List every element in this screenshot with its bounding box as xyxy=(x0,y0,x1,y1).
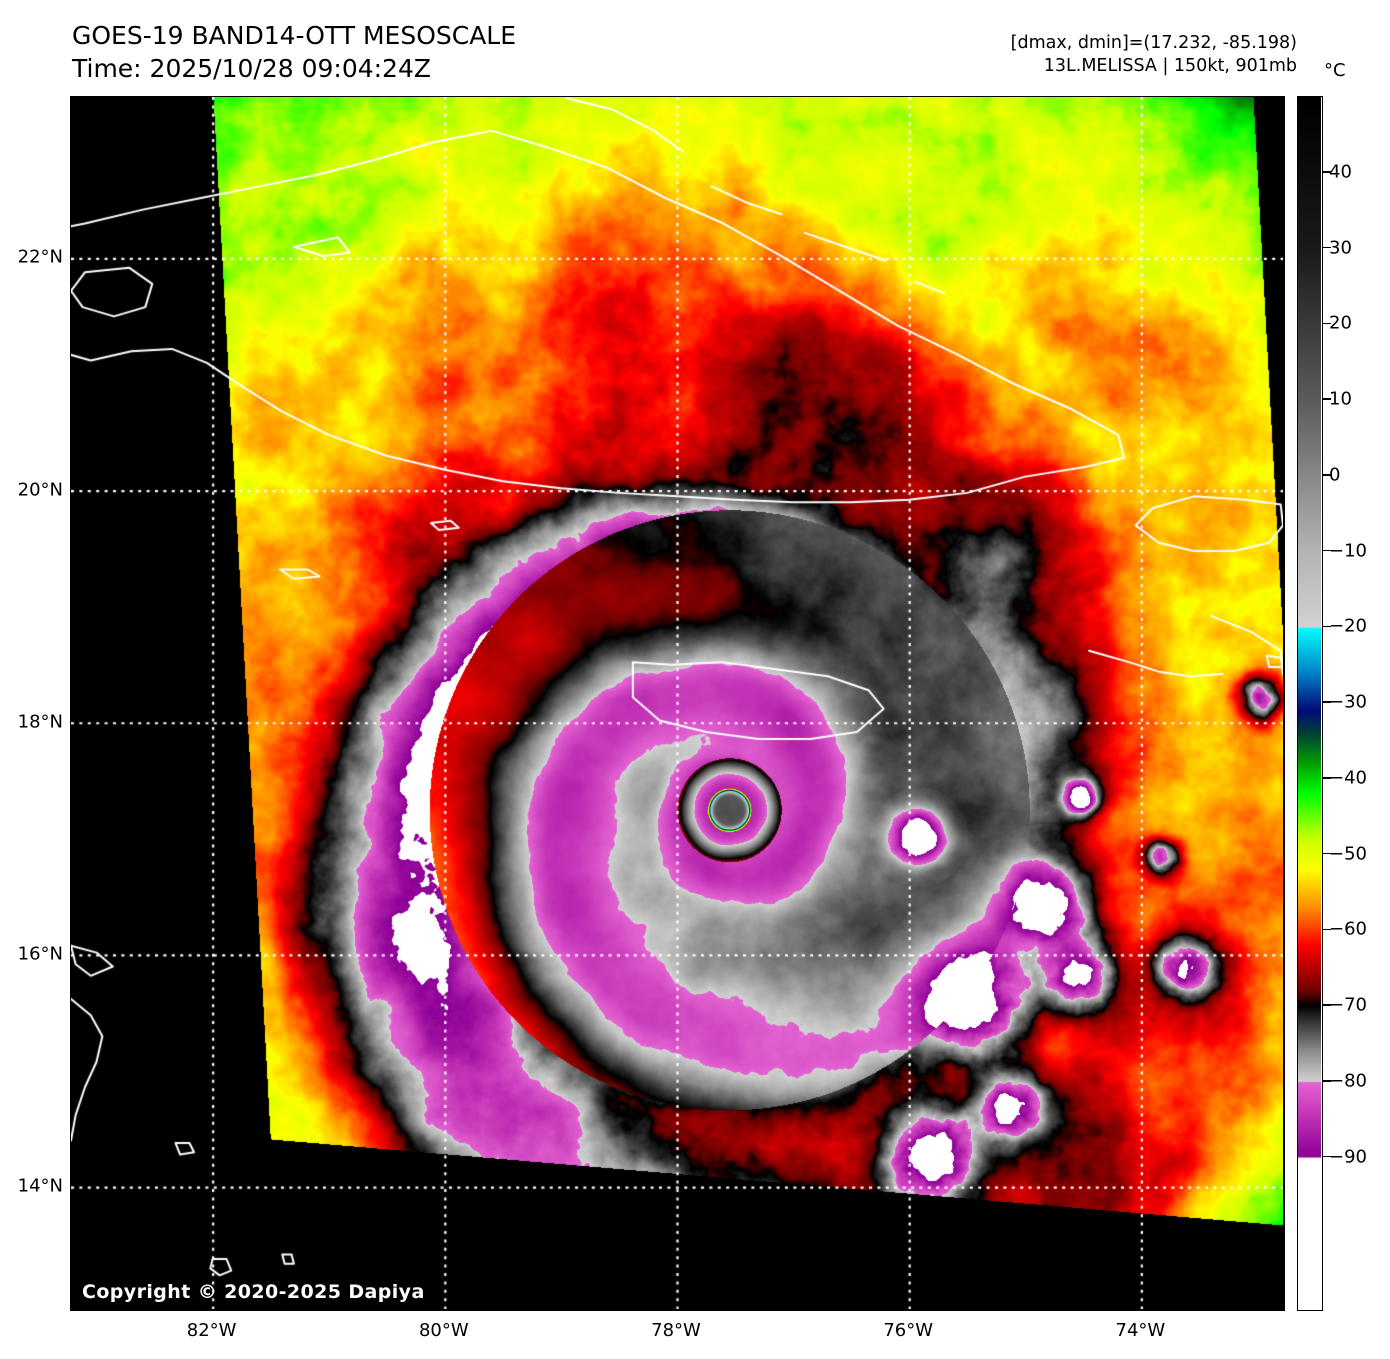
colorbar-tick-mark xyxy=(1323,928,1331,930)
y-axis-tick-label: 14°N xyxy=(17,1175,63,1197)
colorbar-tick-label: 0 xyxy=(1329,464,1341,486)
colorbar-tick-label: −50 xyxy=(1329,843,1367,864)
storm-info-label: 13L.MELISSA | 150kt, 901mb xyxy=(1043,56,1297,77)
colorbar-tick-mark xyxy=(1323,322,1331,324)
colorbar-tick-label: −70 xyxy=(1329,994,1367,1016)
satellite-imagery-canvas xyxy=(71,97,1283,1309)
x-axis-tick-label: 82°W xyxy=(186,1320,237,1341)
colorbar-gradient-canvas xyxy=(1298,97,1321,1309)
colorbar-tick-label: 10 xyxy=(1329,388,1352,410)
colorbar-tick-label: −90 xyxy=(1329,1146,1367,1167)
colorbar-tick-mark xyxy=(1323,549,1331,552)
metadata-block: [dmax, dmin]=(17.232, -85.198) 13L.MELIS… xyxy=(1011,32,1297,79)
colorbar-tick-label: 20 xyxy=(1329,312,1352,334)
observation-time: Time: 2025/10/28 09:04:24Z xyxy=(72,53,431,83)
copyright-label: Copyright © 2020-2025 Dapiya xyxy=(82,1281,425,1303)
colorbar-tick-label: −80 xyxy=(1329,1070,1367,1092)
satellite-image-plot xyxy=(70,96,1285,1311)
colorbar-tick-label: 30 xyxy=(1329,237,1352,258)
colorbar-tick-mark xyxy=(1323,474,1331,476)
colorbar-unit-label: °C xyxy=(1324,60,1346,81)
colorbar-tick-label: −40 xyxy=(1329,767,1367,789)
y-axis-tick-label: 18°N xyxy=(17,711,63,733)
colorbar-tick-mark xyxy=(1323,1004,1331,1006)
colorbar-tick-mark xyxy=(1323,625,1331,627)
x-axis-tick-label: 80°W xyxy=(418,1320,469,1341)
colorbar-tick-mark xyxy=(1323,1155,1331,1158)
colorbar-tick-mark xyxy=(1323,246,1331,249)
colorbar-tick-label: −10 xyxy=(1329,540,1367,561)
colorbar xyxy=(1297,96,1323,1311)
x-axis-tick-label: 76°W xyxy=(883,1320,934,1341)
colorbar-tick-mark xyxy=(1323,777,1331,779)
colorbar-tick-label: 40 xyxy=(1329,161,1352,183)
y-axis-tick-label: 16°N xyxy=(17,943,63,965)
colorbar-tick-mark xyxy=(1323,852,1331,855)
colorbar-tick-mark xyxy=(1323,398,1331,400)
colorbar-tick-mark xyxy=(1323,701,1331,703)
colorbar-tick-mark xyxy=(1323,1080,1331,1082)
title-block: GOES-19 BAND14-OTT MESOSCALE Time: 2025/… xyxy=(72,20,516,85)
y-axis-tick-label: 22°N xyxy=(17,246,63,268)
colorbar-tick-mark xyxy=(1323,171,1331,173)
y-axis-tick-label: 20°N xyxy=(17,479,63,501)
x-axis-tick-label: 74°W xyxy=(1115,1320,1166,1341)
colorbar-tick-label: −20 xyxy=(1329,615,1367,637)
colorbar-tick-label: −30 xyxy=(1329,691,1367,713)
page-title: GOES-19 BAND14-OTT MESOSCALE xyxy=(72,21,517,50)
x-axis-tick-label: 78°W xyxy=(651,1320,701,1341)
colorbar-tick-label: −60 xyxy=(1329,918,1367,940)
dmax-dmin-label: [dmax, dmin]=(17.232, -85.198) xyxy=(1010,33,1297,53)
